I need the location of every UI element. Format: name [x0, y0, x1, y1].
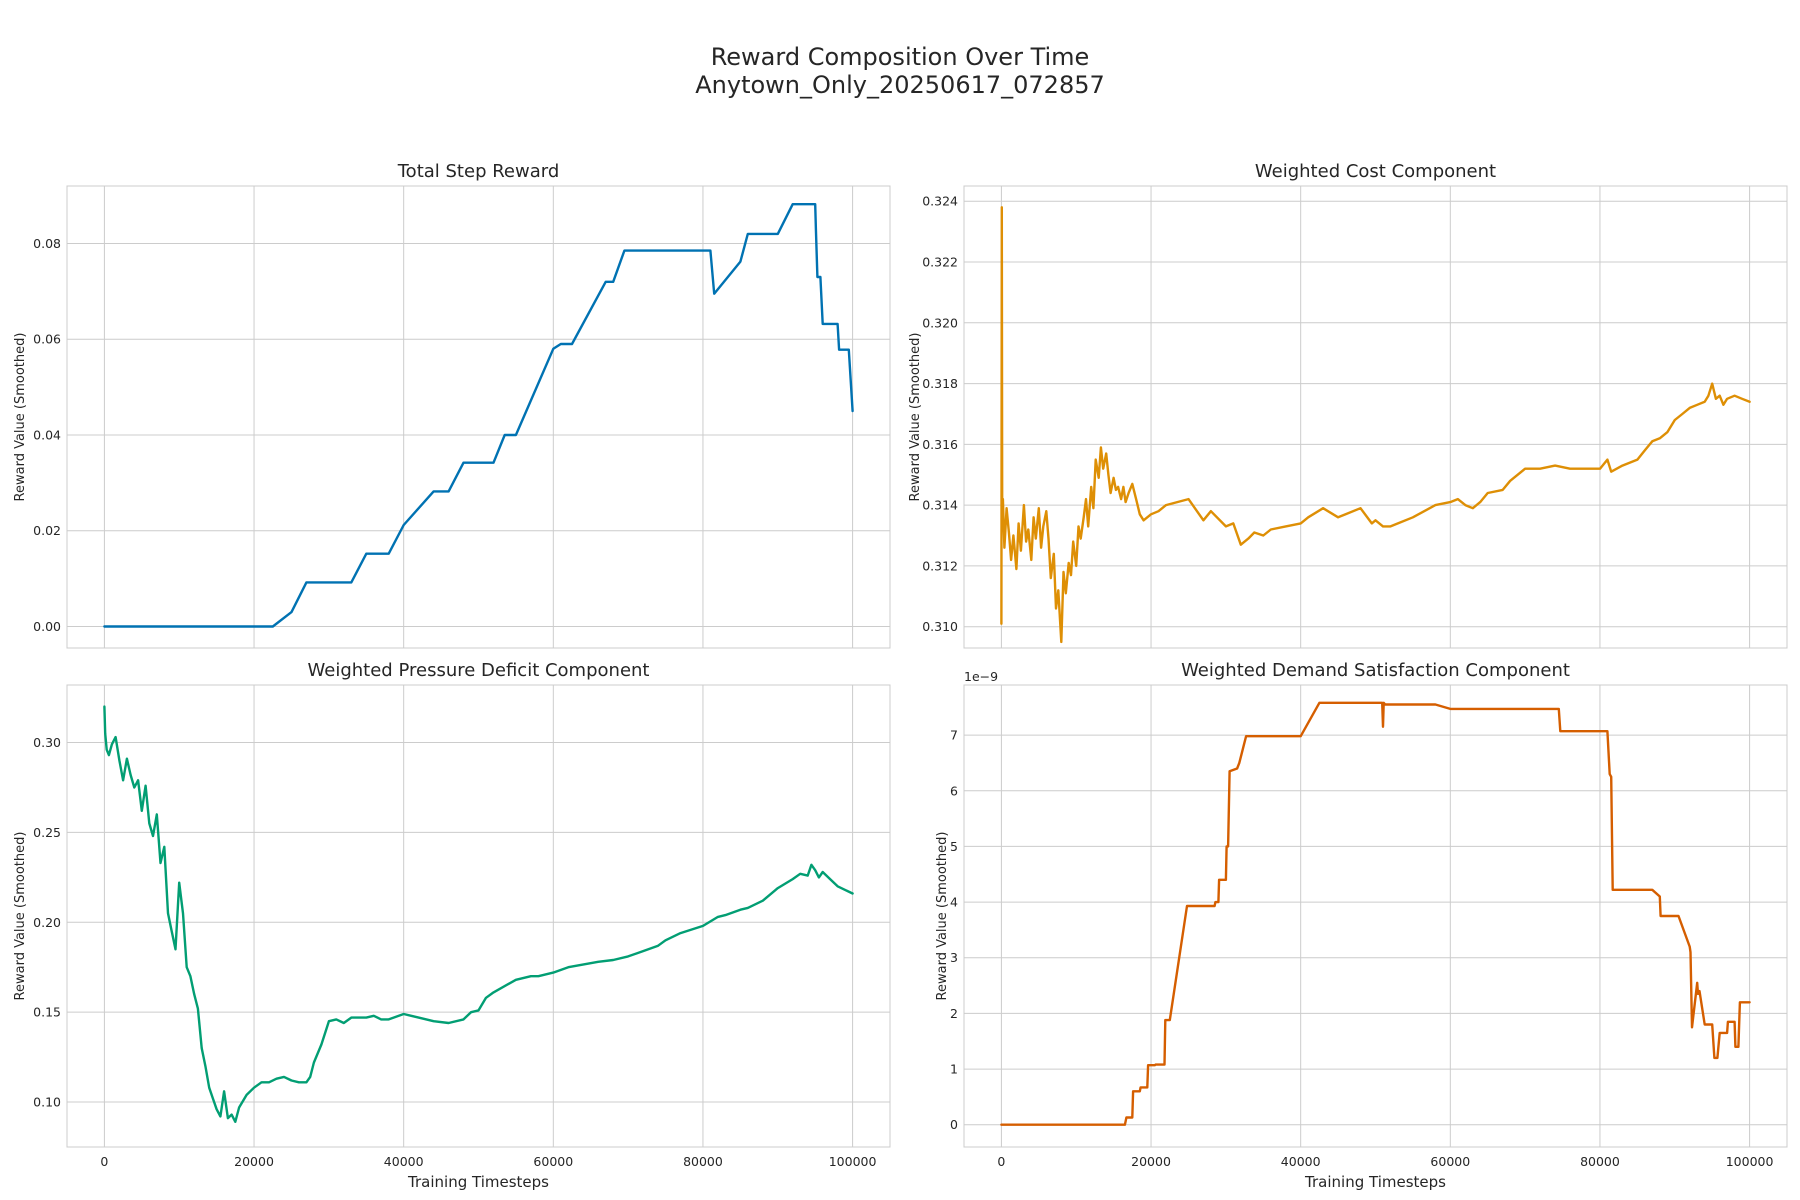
plot-frame: [66, 684, 891, 1148]
y-tick-label: 0.06: [33, 332, 61, 347]
figure-subtitle: Anytown_Only_20250617_072857: [695, 71, 1105, 99]
x-tick-label: 0: [100, 1154, 108, 1169]
y-offset-label: 1e−9: [964, 669, 998, 684]
y-tick-label: 2: [950, 1006, 958, 1021]
y-tick-label: 7: [950, 728, 958, 743]
plot-frame: [963, 684, 1788, 1148]
y-tick-label: 0.04: [33, 427, 61, 442]
y-tick-label: 0.30: [33, 735, 61, 750]
x-tick-label: 20000: [1131, 1154, 1171, 1169]
plot-frame: [963, 185, 1788, 649]
subplot-4: Weighted Demand Satisfaction Component 0 1…: [935, 660, 1788, 1191]
subplot-title: Total Step Reward: [397, 161, 560, 182]
y-tick-label: 0.08: [33, 236, 61, 251]
subplot-grid: Total Step Reward 0.00 0.02 0.04 0.06 0.08 Rew…: [13, 161, 1788, 1191]
subplot-1: Total Step Reward 0.00 0.02 0.04 0.06 0.08 Rew…: [13, 161, 891, 649]
y-tick-label: 0.20: [33, 915, 61, 930]
series-line: [103, 203, 854, 628]
x-tick-label: 20000: [234, 1154, 274, 1169]
y-tick-label: 0.322: [922, 254, 958, 269]
x-tick-label: 40000: [384, 1154, 424, 1169]
figure-title: Reward Composition Over Time: [711, 43, 1090, 71]
series-line: [1000, 206, 1751, 644]
y-tick-label: 0.314: [922, 498, 958, 513]
plot-frame: [66, 185, 891, 649]
y-tick-label: 1: [950, 1062, 958, 1077]
subplot-3: Weighted Pressure Deficit Component 0.10 0…: [13, 660, 891, 1191]
x-tick-label: 60000: [1430, 1154, 1470, 1169]
y-tick-label: 6: [950, 783, 958, 798]
y-tick-label: 5: [950, 839, 958, 854]
series-line: [103, 705, 854, 1123]
y-axis-label: Reward Value (Smoothed): [908, 333, 923, 502]
x-tick-label: 100000: [829, 1154, 877, 1169]
y-axis-label: Reward Value (Smoothed): [13, 333, 28, 502]
x-tick-label: 80000: [683, 1154, 723, 1169]
y-tick-label: 0.312: [922, 558, 958, 573]
y-axis-label: Reward Value (Smoothed): [935, 832, 950, 1001]
y-axis-label: Reward Value (Smoothed): [13, 832, 28, 1001]
y-tick-label: 0.00: [33, 619, 61, 634]
y-tick-label: 0.320: [922, 315, 958, 330]
y-tick-label: 3: [950, 950, 958, 965]
y-tick-label: 0.15: [33, 1005, 61, 1020]
y-tick-label: 0.10: [33, 1095, 61, 1110]
y-tick-label: 0: [950, 1117, 958, 1132]
y-tick-label: 0.324: [922, 194, 958, 209]
subplot-title: Weighted Cost Component: [1255, 161, 1496, 182]
x-tick-label: 40000: [1281, 1154, 1321, 1169]
x-tick-label: 100000: [1726, 1154, 1774, 1169]
subplot-title: Weighted Pressure Deficit Component: [308, 660, 650, 681]
y-tick-label: 4: [950, 895, 958, 910]
x-axis-label: Training Timesteps: [1304, 1173, 1446, 1191]
x-tick-label: 60000: [533, 1154, 573, 1169]
subplot-2: Weighted Cost Component 0.310 0.312 0.314 0.…: [908, 161, 1788, 649]
y-tick-label: 0.316: [922, 437, 958, 452]
y-tick-label: 0.318: [922, 376, 958, 391]
series-line: [1000, 701, 1751, 1126]
y-tick-label: 0.25: [33, 825, 61, 840]
y-tick-label: 0.310: [922, 619, 958, 634]
x-tick-label: 0: [997, 1154, 1005, 1169]
y-tick-label: 0.02: [33, 523, 61, 538]
subplot-title: Weighted Demand Satisfaction Component: [1181, 660, 1570, 681]
x-tick-label: 80000: [1580, 1154, 1620, 1169]
x-axis-label: Training Timesteps: [407, 1173, 549, 1191]
